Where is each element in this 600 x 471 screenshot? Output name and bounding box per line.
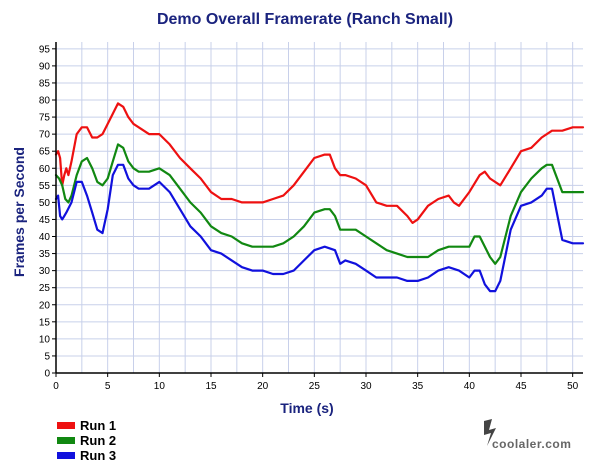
y-tick-label: 35 — [39, 249, 51, 260]
y-tick-label: 70 — [39, 130, 51, 141]
x-axis-title: Time (s) — [280, 400, 333, 416]
y-tick-label: 95 — [39, 44, 51, 55]
y-tick-label: 85 — [39, 78, 51, 89]
y-tick-label: 25 — [39, 283, 51, 294]
x-tick-label: 20 — [257, 381, 269, 392]
x-tick-label: 35 — [412, 381, 424, 392]
y-tick-label: 10 — [39, 334, 51, 345]
x-tick-label: 15 — [205, 381, 217, 392]
y-tick-label: 30 — [39, 266, 51, 277]
x-tick-label: 0 — [53, 381, 59, 392]
y-tick-label: 80 — [39, 96, 51, 107]
y-tick-label: 55 — [39, 181, 51, 192]
series-lines — [54, 102, 585, 293]
x-tick-label: 50 — [567, 381, 579, 392]
series-line-run-2 — [54, 143, 585, 265]
series-line-run-1 — [54, 102, 585, 224]
watermark-logo-mark — [484, 419, 496, 446]
legend-label-run-2: Run 2 — [80, 433, 116, 448]
chart-title: Demo Overall Framerate (Ranch Small) — [157, 11, 453, 28]
tick-labels: 0 5 10 15 20 25 30 35 40 45 50 55 60 65 70 75 80 85 90 95 0 5… — [39, 44, 579, 392]
y-tick-label: 65 — [39, 147, 51, 158]
y-tick-label: 15 — [39, 317, 51, 328]
x-tick-label: 10 — [154, 381, 166, 392]
x-tick-label: 5 — [105, 381, 111, 392]
legend-swatch-run-1 — [57, 422, 75, 429]
x-tick-label: 25 — [309, 381, 321, 392]
legend-label-run-1: Run 1 — [80, 418, 116, 433]
axes — [52, 42, 583, 377]
y-tick-label: 5 — [44, 351, 50, 362]
y-tick-label: 40 — [39, 232, 51, 243]
legend-swatch-run-3 — [57, 452, 75, 459]
y-tick-label: 45 — [39, 215, 51, 226]
y-tick-label: 75 — [39, 113, 51, 124]
watermark-text: coolaler.com — [492, 437, 571, 451]
y-tick-label: 0 — [44, 369, 50, 380]
legend-swatch-run-2 — [57, 437, 75, 444]
y-tick-label: 50 — [39, 198, 51, 209]
watermark-logo: coolaler.com — [484, 419, 571, 451]
legend-label-run-3: Run 3 — [80, 448, 116, 463]
x-tick-label: 40 — [464, 381, 476, 392]
x-tick-label: 30 — [360, 381, 372, 392]
y-axis-title: Frames per Second — [11, 147, 27, 277]
y-tick-label: 90 — [39, 61, 51, 72]
y-tick-label: 60 — [39, 164, 51, 175]
series-line-run-3 — [54, 163, 585, 293]
grid — [56, 42, 583, 374]
x-tick-label: 45 — [515, 381, 527, 392]
y-tick-label: 20 — [39, 300, 51, 311]
